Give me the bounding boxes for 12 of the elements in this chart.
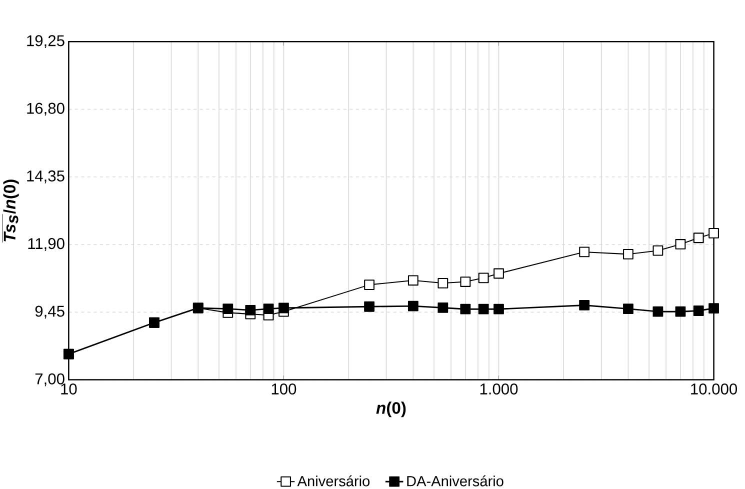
legend-label: Aniversário xyxy=(297,475,370,486)
legend-label: DA-Aniversário xyxy=(407,475,504,486)
x-tick-label: 1.000 xyxy=(480,383,518,394)
y-tick-label: 9,45 xyxy=(35,306,64,319)
x-tick-label: 100 xyxy=(272,383,296,394)
y-tick-label: 14,35 xyxy=(27,170,64,184)
y-tick-label: 11,90 xyxy=(28,238,64,251)
y-tick-label: 16,80 xyxy=(27,102,64,116)
x-tick-label: 10.000 xyxy=(691,383,738,394)
y-tick-label: 19,25 xyxy=(27,35,64,48)
x-axis-title: n(0) xyxy=(376,402,406,418)
y-axis-title: $\overline{\textbf{\textit{Ts}}_{\textbf{\textit{s}}}}\textbf{/\textit{n}(0)}$ xyxy=(2,180,19,243)
